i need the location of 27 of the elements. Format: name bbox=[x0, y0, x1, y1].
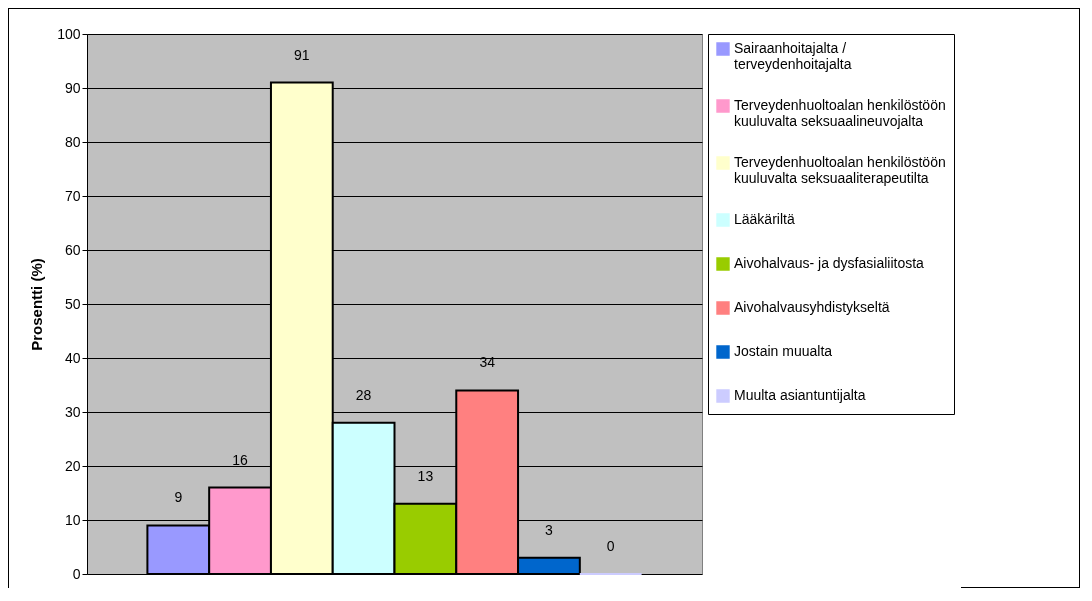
data-label: 91 bbox=[294, 46, 310, 63]
y-tick-label: 70 bbox=[64, 187, 81, 204]
y-tick-label: 100 bbox=[57, 25, 81, 42]
y-tick-label: 40 bbox=[64, 349, 81, 366]
legend-label: Lääkäriltä bbox=[734, 211, 795, 227]
legend-label: Muulta asiantuntijalta bbox=[734, 387, 866, 403]
y-tick-label: 50 bbox=[64, 295, 81, 312]
y-tick-label: 20 bbox=[64, 457, 81, 474]
legend-label: Aivohalvausyhdistykseltä bbox=[734, 299, 890, 315]
legend-label: Jostain muualta bbox=[734, 343, 833, 359]
y-tick-label: 0 bbox=[72, 565, 81, 582]
data-label: 0 bbox=[606, 538, 615, 554]
data-label: 9 bbox=[174, 489, 183, 506]
y-tick-label: 80 bbox=[64, 133, 81, 150]
data-label: 13 bbox=[417, 467, 434, 484]
legend-label: Terveydenhuoltoalan henkilöstöön kuuluvalta seksuaaliterapeutilta bbox=[734, 154, 946, 186]
legend-label: Terveydenhuoltoalan henkilöstöön kuuluvalta seksuaalineuvojalta bbox=[734, 97, 946, 129]
y-tick-label: 90 bbox=[64, 79, 81, 96]
data-label: 28 bbox=[355, 386, 372, 403]
data-label: 16 bbox=[232, 451, 249, 468]
y-tick-label: 30 bbox=[64, 403, 81, 420]
legend-label: Sairaanhoitajalta / terveydenhoitajalta bbox=[734, 40, 852, 72]
legend-label: Aivohalvaus- ja dysfasialiitosta bbox=[734, 255, 925, 271]
y-tick-label: 60 bbox=[64, 241, 81, 258]
data-label: 3 bbox=[545, 521, 554, 538]
y-tick-label: 10 bbox=[64, 511, 81, 528]
y-axis-title: Prosentti (%) bbox=[28, 258, 46, 351]
